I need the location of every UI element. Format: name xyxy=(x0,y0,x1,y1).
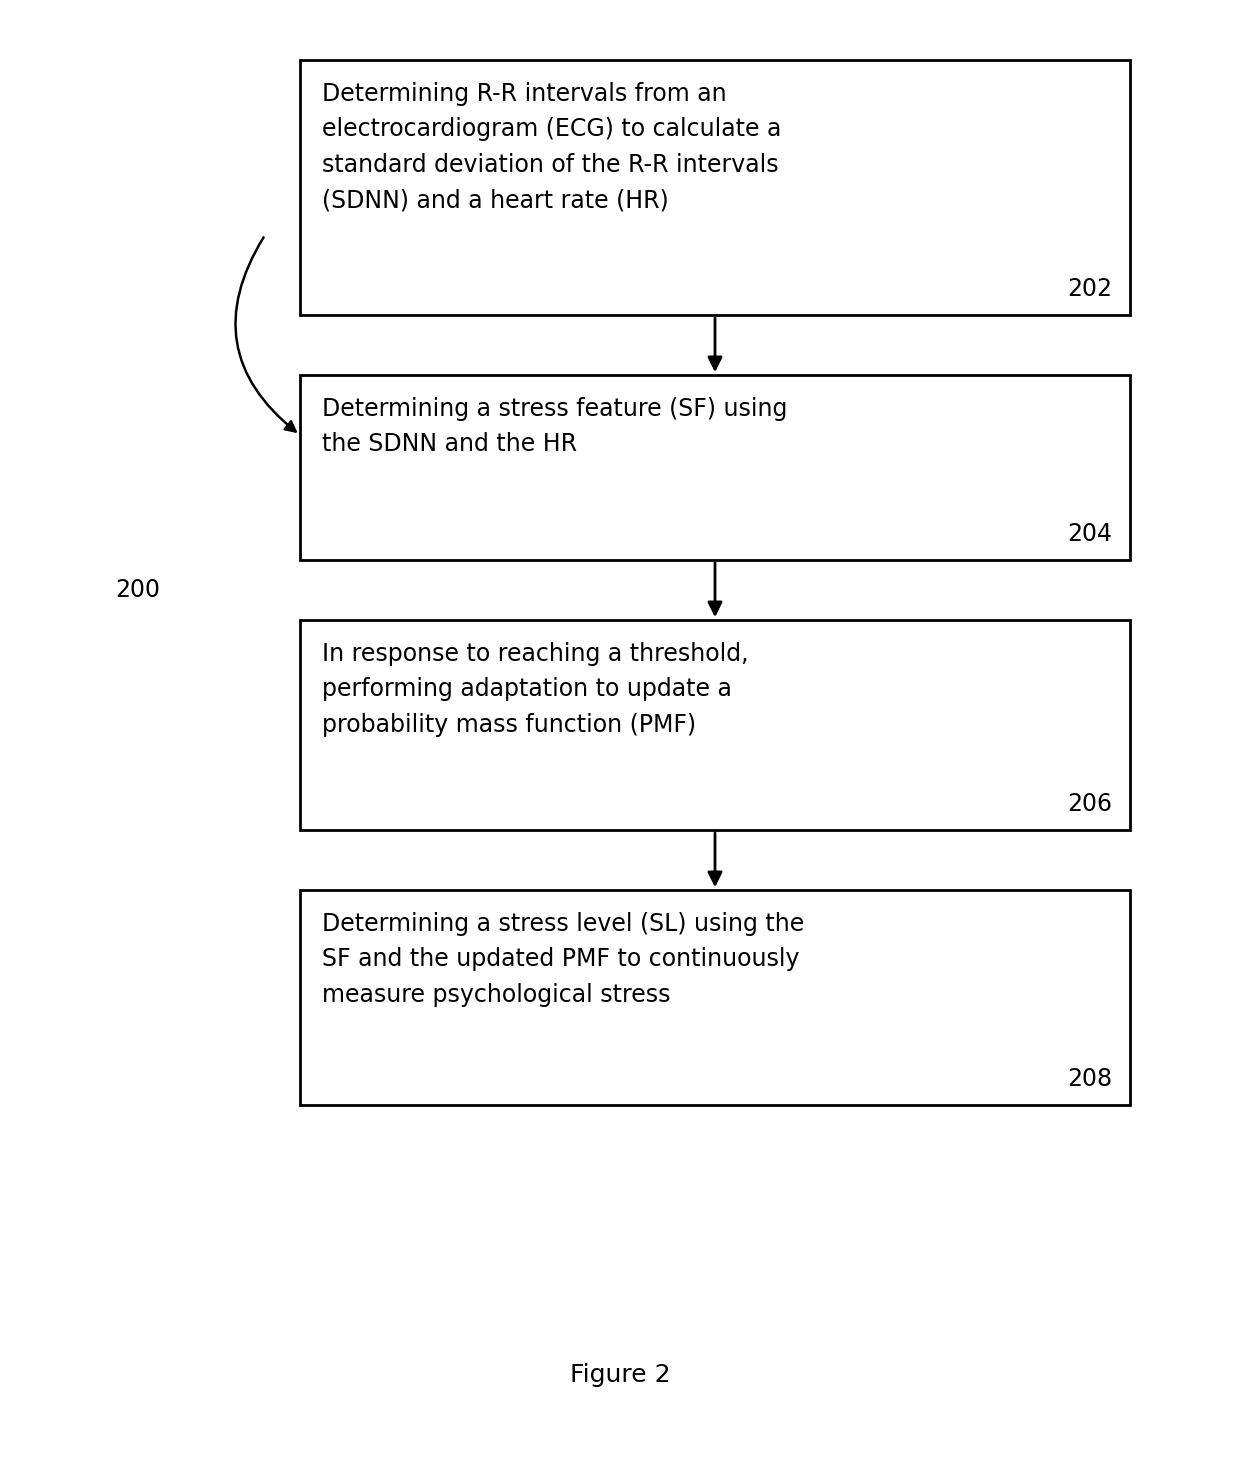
Bar xyxy=(300,620,1130,830)
Text: Determining a stress level (SL) using the
SF and the updated PMF to continuously: Determining a stress level (SL) using th… xyxy=(322,912,805,1007)
Text: Determining a stress feature (SF) using
the SDNN and the HR: Determining a stress feature (SF) using … xyxy=(322,397,787,457)
Text: In response to reaching a threshold,
performing adaptation to update a
probabili: In response to reaching a threshold, per… xyxy=(322,642,749,737)
Text: 208: 208 xyxy=(1066,1067,1112,1091)
Text: 206: 206 xyxy=(1066,792,1112,816)
Bar xyxy=(300,890,1130,1104)
Text: Figure 2: Figure 2 xyxy=(569,1363,671,1388)
Text: Determining R-R intervals from an
electrocardiogram (ECG) to calculate a
standar: Determining R-R intervals from an electr… xyxy=(322,82,781,212)
Text: 204: 204 xyxy=(1066,522,1112,546)
Bar xyxy=(300,60,1130,315)
Text: 202: 202 xyxy=(1066,277,1112,301)
Text: 200: 200 xyxy=(115,578,160,603)
Bar xyxy=(300,375,1130,560)
